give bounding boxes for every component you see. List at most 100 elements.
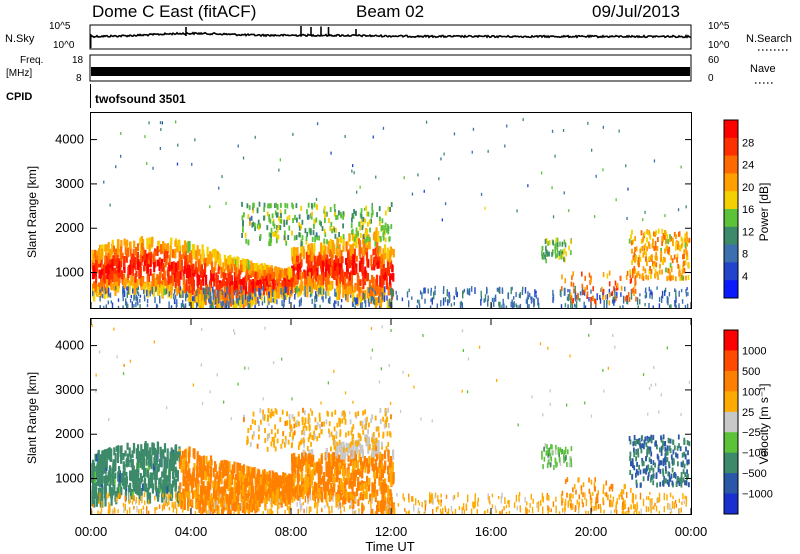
scatter-cell bbox=[347, 257, 350, 269]
scatter-cell bbox=[390, 504, 393, 514]
scatter-cell bbox=[630, 277, 633, 283]
scatter-cell bbox=[355, 298, 357, 305]
scatter-cell bbox=[222, 262, 225, 273]
scatter-cell bbox=[527, 184, 529, 188]
scatter-cell bbox=[92, 265, 95, 277]
scatter-cell bbox=[328, 218, 330, 224]
scatter-cell bbox=[98, 471, 101, 482]
scatter-cell bbox=[275, 409, 278, 415]
scatter-cell bbox=[379, 216, 381, 222]
scatter-cell bbox=[321, 421, 323, 427]
scatter-cell bbox=[310, 261, 313, 270]
scatter-cell bbox=[379, 452, 382, 460]
scatter-cell bbox=[254, 278, 257, 291]
scatter-cell bbox=[546, 238, 548, 244]
scatter-cell bbox=[639, 299, 641, 305]
scatter-cell bbox=[244, 261, 247, 271]
scatter-cell bbox=[658, 303, 661, 308]
scatter-cell bbox=[259, 408, 262, 414]
scatter-cell bbox=[547, 510, 549, 514]
scatter-cell bbox=[101, 462, 104, 473]
scatter-cell bbox=[122, 291, 124, 297]
scatter-cell bbox=[175, 120, 177, 124]
scatter-cell bbox=[387, 495, 390, 503]
scatter-cell bbox=[386, 261, 390, 269]
scatter-cell bbox=[368, 422, 370, 428]
scatter-cell bbox=[629, 269, 632, 275]
scatter-cell bbox=[301, 417, 304, 423]
scatter-cell bbox=[287, 439, 290, 445]
scatter-cell bbox=[241, 498, 244, 510]
scatter-cell bbox=[301, 219, 304, 225]
scatter-cell bbox=[389, 466, 392, 476]
scatter-cell bbox=[645, 274, 647, 280]
scatter-cell bbox=[134, 474, 137, 483]
scatter-cell bbox=[163, 466, 167, 474]
scatter-cell bbox=[122, 285, 124, 291]
scatter-cell bbox=[338, 277, 341, 288]
y-tick-label: 4000 bbox=[55, 132, 84, 147]
scatter-cell bbox=[340, 478, 343, 486]
scatter-cell bbox=[223, 504, 225, 513]
scatter-cell bbox=[640, 508, 642, 514]
scatter-cell bbox=[326, 239, 328, 245]
scatter-cell bbox=[201, 497, 204, 506]
scatter-cell bbox=[100, 511, 103, 514]
scatter-cell bbox=[301, 281, 304, 291]
scatter-cell bbox=[656, 255, 658, 261]
scatter-cell bbox=[104, 481, 107, 489]
scatter-cell bbox=[228, 461, 231, 473]
scatter-cell bbox=[276, 203, 279, 209]
scatter-cell bbox=[383, 295, 386, 302]
scatter-cell bbox=[340, 267, 343, 277]
scatter-cell bbox=[329, 226, 332, 232]
scatter-cell bbox=[535, 290, 537, 294]
scatter-cell bbox=[313, 218, 316, 224]
scatter-cell bbox=[351, 508, 354, 514]
scatter-cell bbox=[302, 502, 304, 506]
scatter-cell bbox=[634, 504, 636, 512]
scatter-cell bbox=[105, 244, 108, 252]
scatter-cell bbox=[561, 241, 564, 247]
scatter-cell bbox=[211, 302, 213, 307]
scatter-cell bbox=[279, 417, 282, 423]
scatter-cell bbox=[352, 164, 354, 168]
scatter-cell bbox=[677, 232, 680, 237]
scatter-cell bbox=[170, 237, 173, 245]
nsearch-tick-top: 10^5 bbox=[708, 21, 730, 32]
scatter-cell bbox=[131, 301, 133, 308]
scatter-cell bbox=[476, 509, 478, 514]
scatter-cell bbox=[95, 275, 98, 284]
scatter-cell bbox=[198, 467, 201, 478]
scatter-cell bbox=[518, 305, 520, 308]
scatter-cell bbox=[256, 505, 258, 513]
freq-label-1: Freq. bbox=[20, 55, 43, 66]
scatter-cell bbox=[444, 297, 447, 303]
scatter-cell bbox=[284, 288, 287, 301]
scatter-cell bbox=[258, 288, 260, 295]
scatter-cell bbox=[316, 422, 319, 428]
scatter-cell bbox=[365, 205, 368, 211]
scatter-cell bbox=[284, 295, 286, 300]
scatter-cell bbox=[291, 472, 294, 481]
scatter-cell bbox=[339, 274, 342, 282]
scatter-cell bbox=[110, 448, 113, 460]
scatter-cell bbox=[673, 254, 676, 260]
scatter-cell bbox=[524, 287, 527, 294]
scatter-cell bbox=[203, 488, 207, 501]
scatter-cell bbox=[182, 299, 184, 307]
scatter-cell bbox=[387, 286, 390, 296]
scatter-cell bbox=[393, 508, 396, 514]
scatter-cell bbox=[583, 301, 585, 308]
scatter-cell bbox=[373, 472, 376, 480]
scatter-cell bbox=[216, 274, 219, 284]
scatter-cell bbox=[338, 462, 341, 471]
scatter-cell bbox=[298, 288, 300, 292]
scatter-cell bbox=[529, 292, 531, 297]
scatter-cell bbox=[257, 219, 260, 225]
scatter-cell bbox=[159, 283, 162, 291]
scatter-cell bbox=[218, 466, 221, 473]
scatter-cell bbox=[218, 486, 221, 497]
scatter-cell bbox=[330, 431, 333, 437]
scatter-cell bbox=[232, 472, 235, 480]
